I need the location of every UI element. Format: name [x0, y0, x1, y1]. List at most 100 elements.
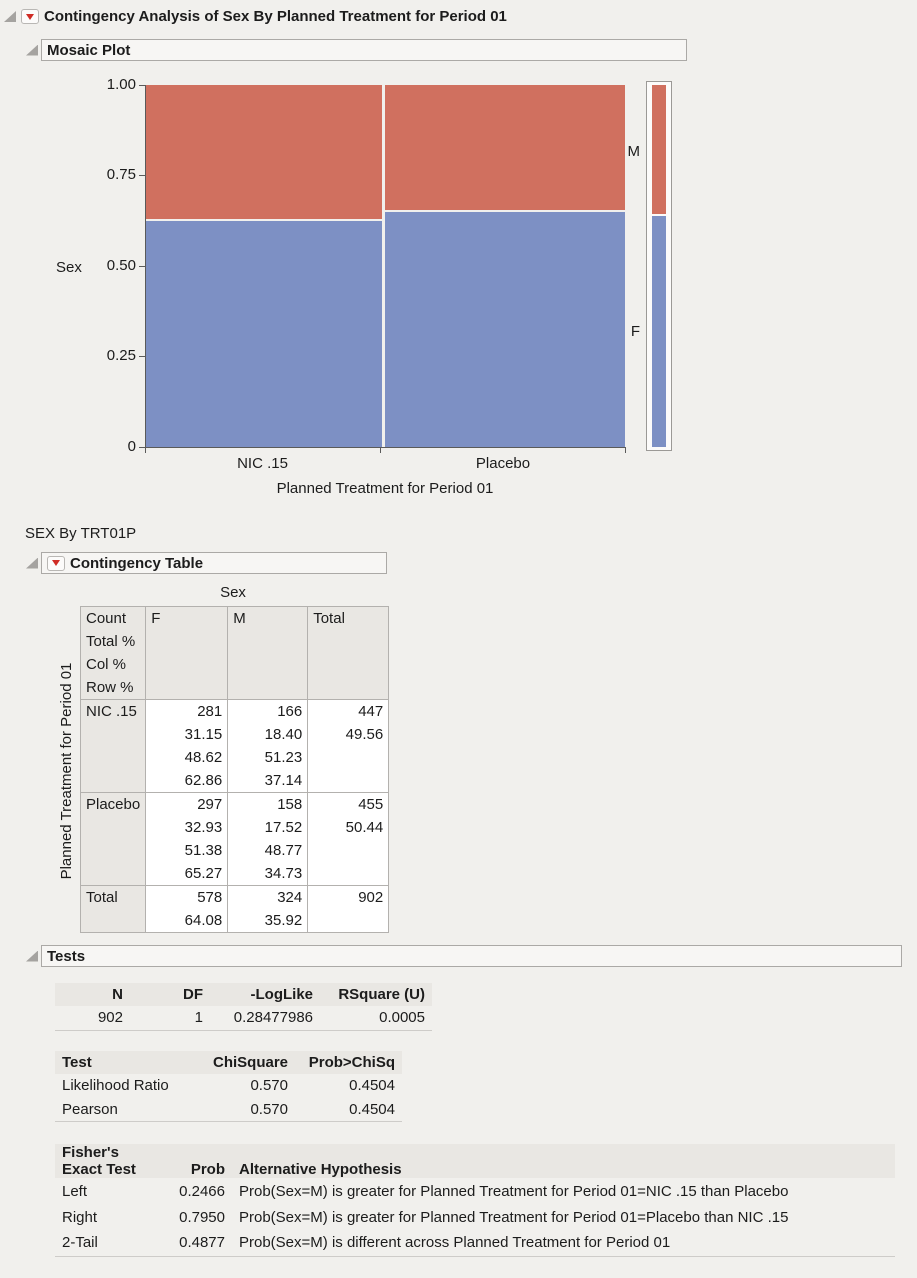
y-tick-label: 0	[127, 438, 136, 455]
cell-value: 18.40	[264, 726, 303, 743]
mosaic-column-nic15	[146, 85, 382, 447]
row-label: Total	[79, 885, 147, 933]
column-header-total: Total	[307, 606, 390, 700]
alt-hypothesis: Prob(Sex=M) is different across Planned …	[239, 1234, 671, 1252]
cell-value	[313, 909, 383, 932]
cell-value: 51.38	[184, 842, 223, 859]
cell-placebo-f: 297 32.93 51.38 65.27	[145, 792, 229, 886]
cell-value	[313, 746, 383, 769]
y-axis-line	[145, 85, 146, 448]
chisq-table: Test ChiSquare Prob>ChiSq Likelihood Rat…	[55, 1050, 402, 1122]
stat-labels-cell: Count Total % Col % Row %	[79, 606, 147, 700]
table-header-row: Test ChiSquare Prob>ChiSq	[55, 1050, 402, 1074]
cell-value: 35.92	[264, 912, 303, 929]
disclosure-triangle-icon[interactable]	[26, 557, 38, 569]
column-header: DF	[130, 983, 210, 1006]
overall-segment-m[interactable]	[652, 85, 666, 215]
disclosure-triangle-icon[interactable]	[4, 11, 16, 22]
red-triangle-icon	[26, 13, 34, 20]
cell-value: 902	[358, 889, 384, 906]
table-header-row: Fisher's Exact Test Prob Alternative Hyp…	[55, 1144, 895, 1178]
mosaic-segment-f[interactable]	[384, 212, 625, 447]
red-triangle-menu-button[interactable]	[21, 9, 39, 24]
mosaic-column-placebo	[384, 85, 625, 447]
cell-loglike: 0.28477986	[233, 1009, 313, 1027]
prob-value: 0.4504	[349, 1100, 395, 1118]
cell-value: 455	[358, 796, 384, 813]
cell-value: 578	[197, 889, 223, 906]
cell-value: 50.44	[345, 819, 384, 836]
mosaic-segment-m[interactable]	[384, 85, 625, 211]
x-category-label: NIC .15	[237, 455, 288, 472]
tests-summary-table: N DF -LogLike RSquare (U) 902 1 0.284779…	[55, 983, 432, 1031]
alt-hypothesis: Prob(Sex=M) is greater for Planned Treat…	[239, 1208, 789, 1226]
header-line: Exact Test	[62, 1161, 136, 1178]
disclosure-triangle-icon[interactable]	[26, 44, 38, 56]
prob-value: 0.4877	[179, 1234, 225, 1252]
column-header: -LogLike	[210, 983, 320, 1006]
mosaic-segment-m[interactable]	[146, 85, 382, 219]
cell-value: 37.14	[264, 772, 303, 789]
x-axis-line	[145, 447, 626, 448]
cell-value: 158	[277, 796, 303, 813]
cell-rsquare: 0.0005	[379, 1009, 425, 1027]
table-row: Placebo 297 32.93 51.38 65.27 158 17.52 …	[79, 792, 390, 886]
x-axis-title: Planned Treatment for Period 01	[276, 480, 494, 497]
y-axis-tick	[139, 85, 145, 86]
cell-value: 32.93	[184, 819, 223, 836]
cell-value: 62.86	[184, 772, 223, 789]
cell-placebo-m: 158 17.52 48.77 34.73	[227, 792, 309, 886]
cell-nic15-total: 447 49.56	[307, 699, 390, 793]
x-axis-tick	[625, 448, 626, 453]
contingency-table: Count Total % Col % Row % F M Total NIC …	[79, 606, 390, 933]
cell-value: 64.08	[184, 912, 223, 929]
cell-df: 1	[194, 1009, 203, 1027]
cell-nic15-m: 166 18.40 51.23 37.14	[227, 699, 309, 793]
cell-value: 51.23	[264, 749, 303, 766]
y-tick-label: 0.50	[106, 257, 136, 274]
level-label-f: F	[630, 323, 640, 340]
table-top-variable-label: Sex	[220, 584, 246, 601]
column-header-fisher: Fisher's Exact Test	[55, 1144, 160, 1178]
cell-nic15-f: 281 31.15 48.62 62.86	[145, 699, 229, 793]
column-header-m: M	[227, 606, 309, 700]
overall-bar	[652, 85, 666, 447]
y-tick-label: 0.75	[106, 166, 136, 183]
fisher-table: Fisher's Exact Test Prob Alternative Hyp…	[55, 1144, 895, 1257]
cell-total-total: 902	[307, 885, 390, 933]
x-axis-tick	[380, 448, 381, 453]
contingency-table-area: Sex Planned Treatment for Period 01 Coun…	[58, 584, 917, 933]
cell-value: 48.62	[184, 749, 223, 766]
cell-value: 65.27	[184, 865, 223, 882]
column-header: Test	[55, 1050, 190, 1074]
column-header: ChiSquare	[190, 1050, 295, 1074]
table-row: 902 1 0.28477986 0.0005	[55, 1006, 432, 1030]
cell-value	[313, 839, 383, 862]
overall-segment-f[interactable]	[652, 216, 666, 447]
mosaic-section-header: Mosaic Plot	[26, 39, 917, 61]
stat-label: Count	[86, 610, 127, 627]
cell-value: 324	[277, 889, 303, 906]
x-category-label: Placebo	[475, 455, 531, 472]
mosaic-segment-f[interactable]	[146, 220, 382, 447]
stat-label: Col %	[86, 656, 127, 673]
mosaic-header-box: Mosaic Plot	[41, 39, 687, 61]
cell-value: 297	[197, 796, 223, 813]
test-name: Pearson	[62, 1100, 118, 1118]
tests-header-box: Tests	[41, 945, 902, 967]
y-axis-tick	[139, 447, 145, 448]
cell-total-f: 578 64.08	[145, 885, 229, 933]
contingency-header-box: Contingency Table	[41, 552, 387, 574]
column-header-prob: Prob	[160, 1144, 232, 1178]
red-triangle-menu-button[interactable]	[47, 555, 65, 571]
disclosure-triangle-icon[interactable]	[26, 950, 38, 962]
table-row: 2-Tail 0.4877 Prob(Sex=M) is different a…	[55, 1230, 895, 1256]
table-header-row: Count Total % Col % Row % F M Total	[79, 606, 390, 700]
page-title: Contingency Analysis of Sex By Planned T…	[44, 8, 507, 25]
mosaic-plot: 1.00 0.75 0.50 0.25 0 Sex	[0, 65, 917, 513]
test-name: Likelihood Ratio	[62, 1077, 169, 1094]
test-name: 2-Tail	[62, 1234, 98, 1252]
header-line: Fisher's	[62, 1144, 119, 1161]
table-header-row: N DF -LogLike RSquare (U)	[55, 983, 432, 1006]
